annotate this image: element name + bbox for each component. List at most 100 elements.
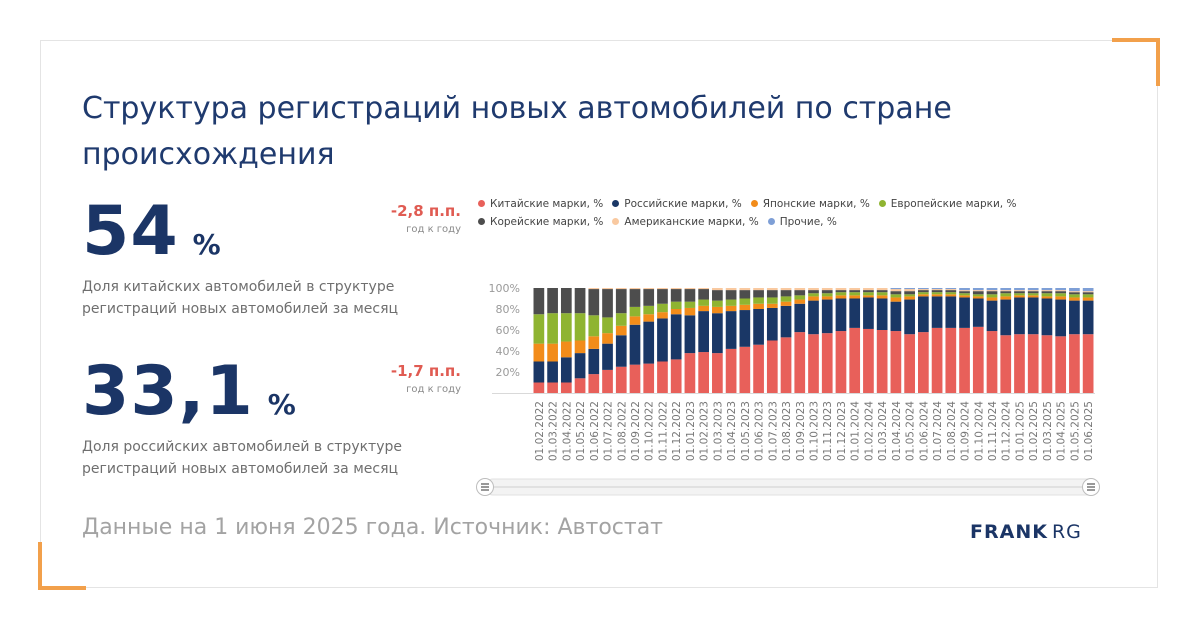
bar-segment[interactable]: [1041, 290, 1053, 292]
bar-segment[interactable]: [849, 295, 861, 299]
bar-segment[interactable]: [986, 294, 998, 298]
bar-segment[interactable]: [794, 290, 806, 296]
bar-segment[interactable]: [560, 382, 572, 394]
bar-segment[interactable]: [629, 288, 641, 290]
bar-segment[interactable]: [918, 292, 929, 295]
bar-segment[interactable]: [1069, 292, 1080, 295]
bar-segment[interactable]: [808, 290, 819, 294]
bar-segment[interactable]: [533, 314, 545, 344]
bar-segment[interactable]: [835, 295, 847, 299]
bar-segment[interactable]: [1055, 291, 1067, 294]
bar-segment[interactable]: [835, 298, 847, 332]
bar-segment[interactable]: [890, 291, 902, 295]
bar-segment[interactable]: [808, 293, 819, 297]
bar-segment[interactable]: [1041, 298, 1053, 336]
bar-segment[interactable]: [986, 288, 998, 291]
bar-segment[interactable]: [1027, 291, 1039, 294]
bar-segment[interactable]: [821, 333, 833, 393]
bar-segment[interactable]: [574, 313, 586, 341]
bar-segment[interactable]: [890, 288, 902, 290]
bar-segment[interactable]: [547, 343, 558, 362]
bar-segment[interactable]: [931, 292, 943, 295]
bar-segment[interactable]: [684, 288, 696, 290]
bar-segment[interactable]: [904, 299, 915, 335]
bar-segment[interactable]: [725, 348, 737, 393]
bar-segment[interactable]: [945, 327, 957, 393]
legend-item[interactable]: Российские марки, %: [612, 198, 742, 210]
bar-segment[interactable]: [863, 297, 874, 329]
bar-segment[interactable]: [918, 288, 929, 290]
bar-segment[interactable]: [766, 297, 778, 304]
bar-segment[interactable]: [684, 307, 696, 316]
bar-segment[interactable]: [698, 299, 709, 306]
bar-segment[interactable]: [684, 315, 696, 354]
bar-segment[interactable]: [1014, 334, 1025, 393]
bar-segment[interactable]: [533, 382, 545, 394]
bar-segment[interactable]: [670, 301, 682, 309]
bar-segment[interactable]: [1014, 288, 1025, 291]
bar-segment[interactable]: [1069, 288, 1080, 292]
legend-item[interactable]: Китайские марки, %: [478, 198, 603, 210]
bar-segment[interactable]: [780, 290, 792, 297]
bar-segment[interactable]: [547, 313, 558, 344]
bar-segment[interactable]: [972, 294, 984, 297]
bar-segment[interactable]: [725, 299, 737, 306]
bar-segment[interactable]: [986, 290, 998, 292]
bar-segment[interactable]: [1000, 291, 1012, 294]
bar-segment[interactable]: [643, 321, 655, 364]
bar-segment[interactable]: [588, 348, 600, 375]
bar-segment[interactable]: [753, 344, 764, 393]
bar-segment[interactable]: [780, 288, 792, 291]
bar-segment[interactable]: [904, 334, 915, 393]
bar-segment[interactable]: [931, 288, 943, 290]
bar-segment[interactable]: [574, 353, 586, 379]
bar-segment[interactable]: [1000, 299, 1012, 336]
bar-segment[interactable]: [808, 288, 819, 291]
bar-segment[interactable]: [615, 313, 627, 326]
bar-segment[interactable]: [533, 361, 545, 383]
bar-segment[interactable]: [945, 292, 957, 295]
range-slider-left-handle[interactable]: [476, 478, 494, 496]
bar-segment[interactable]: [890, 331, 902, 393]
bar-segment[interactable]: [574, 378, 586, 393]
bar-segment[interactable]: [1082, 297, 1094, 301]
bar-segment[interactable]: [1055, 336, 1067, 393]
bar-segment[interactable]: [986, 331, 998, 393]
bar-segment[interactable]: [1069, 297, 1080, 301]
bar-segment[interactable]: [725, 305, 737, 312]
bar-segment[interactable]: [602, 289, 613, 318]
bar-segment[interactable]: [986, 291, 998, 295]
bar-segment[interactable]: [725, 288, 737, 291]
legend-item[interactable]: Европейские марки, %: [878, 198, 1016, 210]
bar-segment[interactable]: [712, 288, 723, 291]
bar-segment[interactable]: [684, 353, 696, 393]
bar-segment[interactable]: [918, 290, 929, 293]
bar-segment[interactable]: [1000, 290, 1012, 292]
bar-segment[interactable]: [615, 366, 627, 393]
bar-segment[interactable]: [794, 288, 806, 291]
bar-segment[interactable]: [657, 361, 668, 394]
bar-segment[interactable]: [931, 290, 943, 293]
bar-segment[interactable]: [753, 290, 764, 298]
bar-segment[interactable]: [1027, 290, 1039, 292]
bar-segment[interactable]: [863, 328, 874, 393]
bar-segment[interactable]: [876, 330, 888, 393]
bar-segment[interactable]: [972, 290, 984, 292]
bar-segment[interactable]: [959, 291, 970, 294]
bar-segment[interactable]: [918, 296, 929, 333]
bar-segment[interactable]: [931, 289, 943, 291]
bar-segment[interactable]: [959, 295, 970, 298]
legend-item[interactable]: Корейские марки, %: [478, 216, 603, 228]
bar-segment[interactable]: [629, 316, 641, 325]
bar-segment[interactable]: [1014, 290, 1025, 292]
bar-segment[interactable]: [1014, 293, 1025, 296]
bar-segment[interactable]: [1055, 299, 1067, 337]
bar-segment[interactable]: [670, 309, 682, 315]
bar-segment[interactable]: [1014, 297, 1025, 335]
bar-segment[interactable]: [533, 343, 545, 362]
bar-segment[interactable]: [643, 289, 655, 306]
bar-segment[interactable]: [1014, 295, 1025, 298]
bar-segment[interactable]: [945, 290, 957, 293]
bar-segment[interactable]: [766, 288, 778, 291]
bar-segment[interactable]: [1027, 288, 1039, 291]
